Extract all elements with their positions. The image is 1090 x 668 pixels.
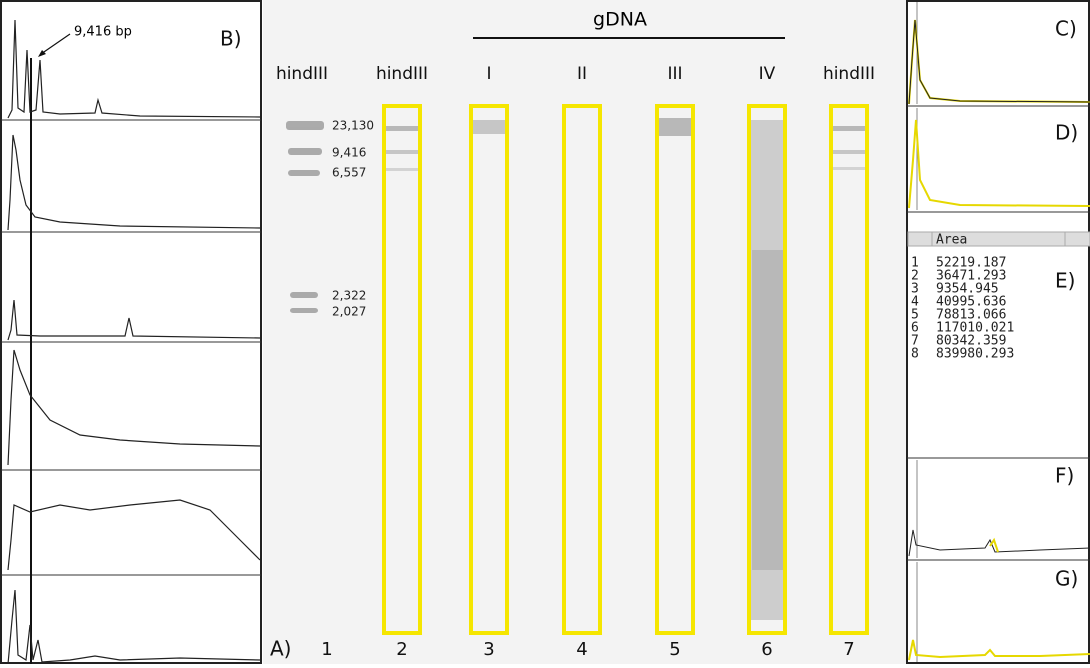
- lane-number: 1: [321, 639, 332, 660]
- panel-label: B): [220, 27, 242, 51]
- panel-label: C): [1055, 17, 1077, 41]
- group-label: gDNA: [593, 9, 647, 31]
- panel-frame: [1, 1, 261, 663]
- lane-header: hindIII: [276, 64, 328, 84]
- lane-header: II: [577, 64, 587, 84]
- lane-number: 5: [669, 639, 680, 660]
- area-value: 839980.293: [936, 347, 1014, 362]
- row-index: 8: [911, 347, 919, 362]
- lane-header: III: [667, 64, 682, 84]
- panel-label: G): [1055, 567, 1078, 591]
- lane-header: IV: [759, 64, 776, 84]
- size-marker: 2,027: [332, 305, 366, 319]
- lane-number: 3: [483, 639, 494, 660]
- panel-label: D): [1055, 121, 1078, 145]
- size-marker: 2,322: [332, 289, 366, 303]
- lane-header: I: [486, 64, 491, 84]
- size-marker: 9,416: [332, 146, 366, 160]
- size-marker: 6,557: [332, 166, 366, 180]
- panel-label: F): [1055, 464, 1074, 488]
- table-header-cell: Area: [936, 233, 967, 248]
- lane-number: 4: [576, 639, 587, 660]
- lane-header: hindIII: [376, 64, 428, 84]
- size-marker: 23,130: [332, 119, 374, 133]
- lane-number: 2: [396, 639, 407, 660]
- gel-background: [263, 0, 906, 664]
- panel-b: 9,416 bp B): [1, 1, 261, 664]
- lane-number: 6: [761, 639, 772, 660]
- panel-label: A): [270, 637, 291, 661]
- lane-number: 7: [843, 639, 854, 660]
- figure: 9,416 bp B) gDNA A) hindIII 1 hindIII 2 I 3 II…: [0, 0, 1090, 664]
- annotation: 9,416 bp: [74, 25, 132, 40]
- panel-label: E): [1055, 269, 1075, 293]
- lane-header: hindIII: [823, 64, 875, 84]
- panel-a: gDNA A) hindIII 1 hindIII 2 I 3 II 4 III 5 IV 6 hind…: [263, 0, 906, 664]
